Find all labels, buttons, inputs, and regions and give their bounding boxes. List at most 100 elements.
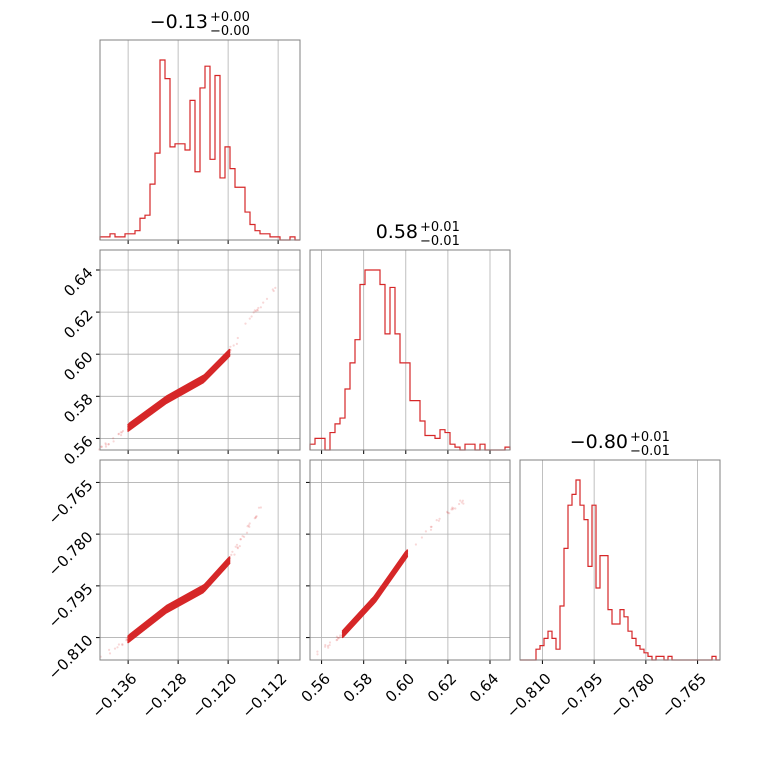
sample-point bbox=[257, 306, 260, 310]
sample-point bbox=[259, 506, 262, 509]
sample-point bbox=[460, 501, 463, 504]
sample-point bbox=[446, 510, 449, 513]
y-tick-label: 0.58 bbox=[60, 390, 96, 426]
sample-point bbox=[121, 643, 124, 647]
y-tick-label: 0.56 bbox=[60, 432, 96, 468]
x-tick-label: −0.810 bbox=[503, 670, 555, 722]
sample-point bbox=[120, 434, 123, 437]
sample-point bbox=[246, 525, 249, 528]
x-tick-label: 0.64 bbox=[466, 670, 502, 706]
sample-point bbox=[262, 301, 265, 304]
scatter-panel bbox=[96, 460, 300, 664]
sample-point bbox=[100, 445, 103, 448]
sample-point bbox=[234, 545, 237, 548]
sample-point bbox=[435, 519, 438, 522]
panel-title-plus: +0.00 bbox=[210, 10, 250, 25]
sample-point bbox=[119, 431, 122, 434]
panel-title-value: −0.80 bbox=[570, 431, 628, 453]
sample-point bbox=[255, 515, 258, 518]
sample-point bbox=[328, 641, 332, 644]
sample-point bbox=[232, 344, 235, 347]
sample-point bbox=[265, 297, 269, 300]
histogram-panel: 0.58 +0.01−0.01 bbox=[309, 220, 511, 454]
sample-point bbox=[239, 538, 242, 541]
sample-point bbox=[259, 306, 262, 309]
sample-point bbox=[324, 643, 327, 647]
sample-point bbox=[451, 508, 454, 511]
sample-point bbox=[336, 638, 339, 641]
sample-point bbox=[254, 516, 257, 519]
panel-title-plus: +0.01 bbox=[420, 220, 460, 235]
panel-title-minus: −0.01 bbox=[630, 444, 670, 459]
scatter-frame bbox=[99, 249, 301, 451]
sample-point bbox=[253, 517, 256, 520]
histogram-panel: −0.13 +0.00−0.00 bbox=[99, 10, 300, 244]
sample-point bbox=[231, 550, 234, 553]
x-tick-label: 0.62 bbox=[424, 670, 460, 706]
contour-line bbox=[127, 557, 231, 642]
sample-point bbox=[454, 507, 457, 510]
sample-point bbox=[316, 653, 319, 656]
sample-point bbox=[100, 445, 103, 448]
sample-point bbox=[338, 636, 341, 639]
panel-title-value: −0.13 bbox=[150, 11, 208, 33]
sample-point bbox=[245, 531, 249, 534]
sample-point bbox=[121, 643, 124, 646]
x-tick-label: −0.795 bbox=[555, 670, 607, 722]
sample-point bbox=[107, 443, 110, 446]
x-tick-label: −0.765 bbox=[658, 670, 710, 722]
sample-point bbox=[257, 506, 261, 509]
histogram-step-line bbox=[309, 269, 511, 451]
sample-point bbox=[414, 543, 417, 546]
sample-point bbox=[104, 442, 107, 445]
sample-point bbox=[248, 522, 251, 525]
y-tick-label: 0.62 bbox=[60, 306, 96, 342]
y-tick-label: −0.810 bbox=[45, 631, 97, 683]
histogram-step-line bbox=[99, 59, 300, 241]
sample-point bbox=[461, 499, 464, 502]
sample-point bbox=[335, 635, 338, 638]
x-tick-label: −0.112 bbox=[239, 670, 291, 722]
sample-point bbox=[253, 309, 256, 312]
sample-point bbox=[326, 644, 329, 648]
sample-point bbox=[229, 345, 232, 348]
sample-point bbox=[437, 519, 440, 522]
x-tick-label: 0.56 bbox=[298, 670, 334, 706]
x-tick-label: −0.136 bbox=[89, 670, 141, 722]
histogram-frame bbox=[519, 459, 721, 661]
y-tick-label: −0.795 bbox=[45, 580, 97, 632]
histogram-frame bbox=[309, 249, 511, 451]
sample-point bbox=[236, 336, 239, 340]
panel-title-plus: +0.01 bbox=[630, 430, 670, 445]
sample-point bbox=[256, 309, 259, 312]
x-tick-label: 0.60 bbox=[382, 670, 418, 706]
histogram-panel: −0.80 +0.01−0.01 bbox=[520, 430, 720, 664]
histogram-step-line bbox=[520, 479, 720, 661]
sample-point bbox=[448, 512, 451, 515]
scatter-frame bbox=[99, 459, 301, 661]
sample-point bbox=[120, 431, 124, 434]
sample-point bbox=[328, 644, 331, 647]
y-tick-label: 0.64 bbox=[60, 264, 96, 300]
sample-point bbox=[112, 440, 115, 443]
sample-point bbox=[272, 289, 275, 293]
y-tick-label: −0.780 bbox=[45, 528, 97, 580]
sample-point bbox=[116, 646, 119, 649]
panel-title-value: 0.58 bbox=[376, 221, 418, 243]
contour-line bbox=[341, 549, 409, 639]
sample-point bbox=[459, 499, 462, 502]
sample-point bbox=[117, 433, 120, 436]
sample-point bbox=[424, 530, 427, 533]
sample-point bbox=[451, 506, 454, 509]
sample-point bbox=[256, 308, 259, 311]
sample-point bbox=[446, 511, 449, 514]
sample-point bbox=[335, 639, 338, 642]
sample-point bbox=[108, 648, 111, 652]
sample-point bbox=[238, 545, 241, 548]
sample-point bbox=[241, 535, 244, 538]
sample-point bbox=[254, 310, 257, 313]
sample-point bbox=[117, 643, 120, 646]
sample-point bbox=[239, 538, 242, 541]
sample-point bbox=[254, 515, 257, 518]
sample-point bbox=[235, 342, 238, 345]
